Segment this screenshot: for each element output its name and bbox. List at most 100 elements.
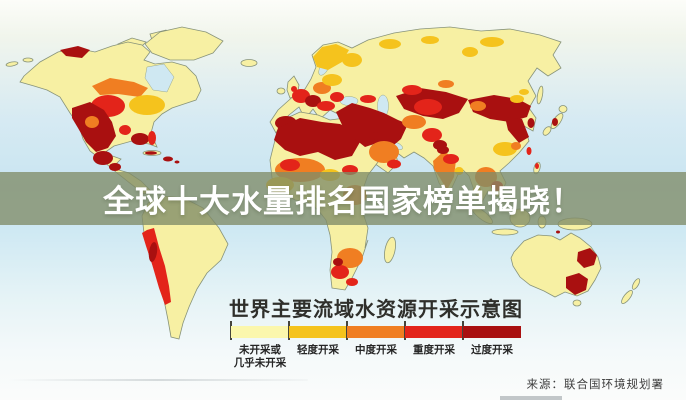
island-madagascar bbox=[384, 236, 396, 264]
legend-label-line: 过度开采 bbox=[471, 344, 513, 356]
legend-segment bbox=[346, 321, 405, 340]
island-new-zealand bbox=[621, 290, 633, 304]
island-tasmania bbox=[572, 299, 582, 307]
legend-label-line: 几乎未开采 bbox=[233, 356, 287, 369]
legend-segment bbox=[462, 321, 521, 340]
basin-patch bbox=[109, 163, 121, 171]
basin-patch bbox=[360, 95, 376, 103]
map-title: 世界主要流域水资源开采示意图 bbox=[229, 297, 523, 321]
basin-patch bbox=[577, 248, 597, 268]
map-legend: 未开采或 几乎未开采 轻度开采 中度开采 重度开采 过度开采 bbox=[230, 321, 521, 369]
basin-patch bbox=[556, 230, 560, 234]
basin-patch bbox=[163, 156, 173, 162]
basin-patch bbox=[93, 151, 113, 165]
source-attribution: 来源：联合国环境规划署 bbox=[526, 377, 664, 391]
basin-patch bbox=[535, 163, 539, 169]
basin-patch bbox=[526, 147, 532, 155]
basin-patch bbox=[331, 265, 349, 279]
basin-patch bbox=[402, 85, 422, 95]
basin-patch bbox=[142, 228, 171, 305]
basin-patch bbox=[369, 132, 383, 140]
basin-patch bbox=[60, 46, 90, 58]
basin-patches-north-america bbox=[60, 46, 180, 171]
basin-patch bbox=[85, 116, 99, 128]
basin-patches-europe bbox=[275, 44, 362, 130]
basin-patch bbox=[402, 115, 426, 129]
legend-swatch-rect bbox=[463, 326, 521, 338]
headline-banner: 全球十大水量排名国家榜单揭晓！ bbox=[0, 172, 686, 225]
basin-patch bbox=[148, 131, 156, 145]
crease-line bbox=[8, 379, 308, 381]
legend-swatch-rect bbox=[405, 326, 463, 338]
basin-patch bbox=[438, 80, 454, 88]
headline-text: 全球十大水量排名国家榜单揭晓！ bbox=[103, 184, 583, 220]
basin-patch bbox=[337, 248, 363, 268]
basin-patch bbox=[317, 101, 335, 111]
legend-label-line: 轻度开采 bbox=[297, 344, 339, 356]
legend-label: 未开采或 几乎未开采 bbox=[231, 344, 289, 369]
legend-label-line: 中度开采 bbox=[355, 344, 397, 356]
basin-patch bbox=[346, 278, 358, 286]
legend-swatch bbox=[289, 326, 347, 338]
basin-patch bbox=[336, 103, 408, 149]
island-japan bbox=[558, 105, 568, 113]
basin-patch bbox=[414, 99, 442, 115]
basin-patch bbox=[148, 242, 158, 262]
basin-patch bbox=[313, 44, 349, 70]
basin-patch bbox=[422, 128, 442, 142]
island bbox=[5, 61, 19, 67]
island-sakhalin bbox=[536, 85, 544, 105]
legend-segment bbox=[288, 321, 347, 340]
basin-patch bbox=[480, 37, 504, 47]
legend-labels: 未开采或 几乎未开采 轻度开采 中度开采 重度开采 过度开采 bbox=[231, 344, 521, 369]
legend-swatch-rect bbox=[289, 326, 347, 338]
island-japan bbox=[542, 126, 552, 136]
basin-patch bbox=[333, 258, 343, 266]
legend-label: 轻度开采 bbox=[289, 344, 347, 369]
basin-patch bbox=[552, 118, 558, 126]
bottom-gray-bar bbox=[500, 396, 562, 400]
legend-swatch bbox=[347, 326, 405, 338]
legend-label: 过度开采 bbox=[463, 344, 521, 369]
basin-patch bbox=[369, 141, 399, 163]
basin-patch bbox=[511, 142, 521, 150]
basin-patch bbox=[510, 95, 524, 103]
basin-patch bbox=[519, 89, 529, 95]
basin-patch bbox=[274, 118, 360, 160]
basin-patch bbox=[421, 36, 439, 44]
basin-patch bbox=[379, 39, 401, 49]
island bbox=[22, 57, 34, 63]
continent-greenland bbox=[144, 26, 224, 61]
legend-segment bbox=[230, 321, 289, 340]
legend-swatch bbox=[463, 326, 521, 338]
basin-patch bbox=[470, 101, 486, 111]
legend-label-line: 未开采或 bbox=[239, 344, 281, 356]
basin-patch bbox=[92, 78, 148, 97]
basin-patch bbox=[145, 151, 157, 155]
basin-patch bbox=[493, 142, 517, 156]
basin-patch bbox=[437, 146, 449, 154]
island-new-zealand bbox=[631, 278, 641, 290]
basin-patch bbox=[387, 159, 401, 169]
legend-swatch bbox=[405, 326, 463, 338]
basin-patch bbox=[305, 95, 321, 107]
basin-patches-south-america bbox=[142, 228, 171, 305]
island-java bbox=[491, 228, 519, 236]
island-ireland bbox=[276, 87, 286, 95]
legend-segment bbox=[404, 321, 463, 340]
legend-swatch-rect bbox=[231, 326, 289, 338]
basin-patch bbox=[119, 125, 131, 135]
basin-patch bbox=[566, 273, 588, 295]
basin-patch bbox=[462, 47, 478, 57]
basin-patch bbox=[330, 92, 344, 102]
basin-patch bbox=[322, 74, 342, 86]
legend-swatch bbox=[231, 326, 289, 338]
basin-patch bbox=[129, 95, 165, 115]
legend-swatch-rect bbox=[347, 326, 405, 338]
legend-label: 中度开采 bbox=[347, 344, 405, 369]
island-iceland bbox=[240, 59, 258, 67]
basin-patches-australia bbox=[556, 230, 597, 295]
basin-patch bbox=[342, 53, 362, 67]
basin-patch bbox=[131, 133, 149, 145]
basin-patch bbox=[505, 117, 529, 143]
